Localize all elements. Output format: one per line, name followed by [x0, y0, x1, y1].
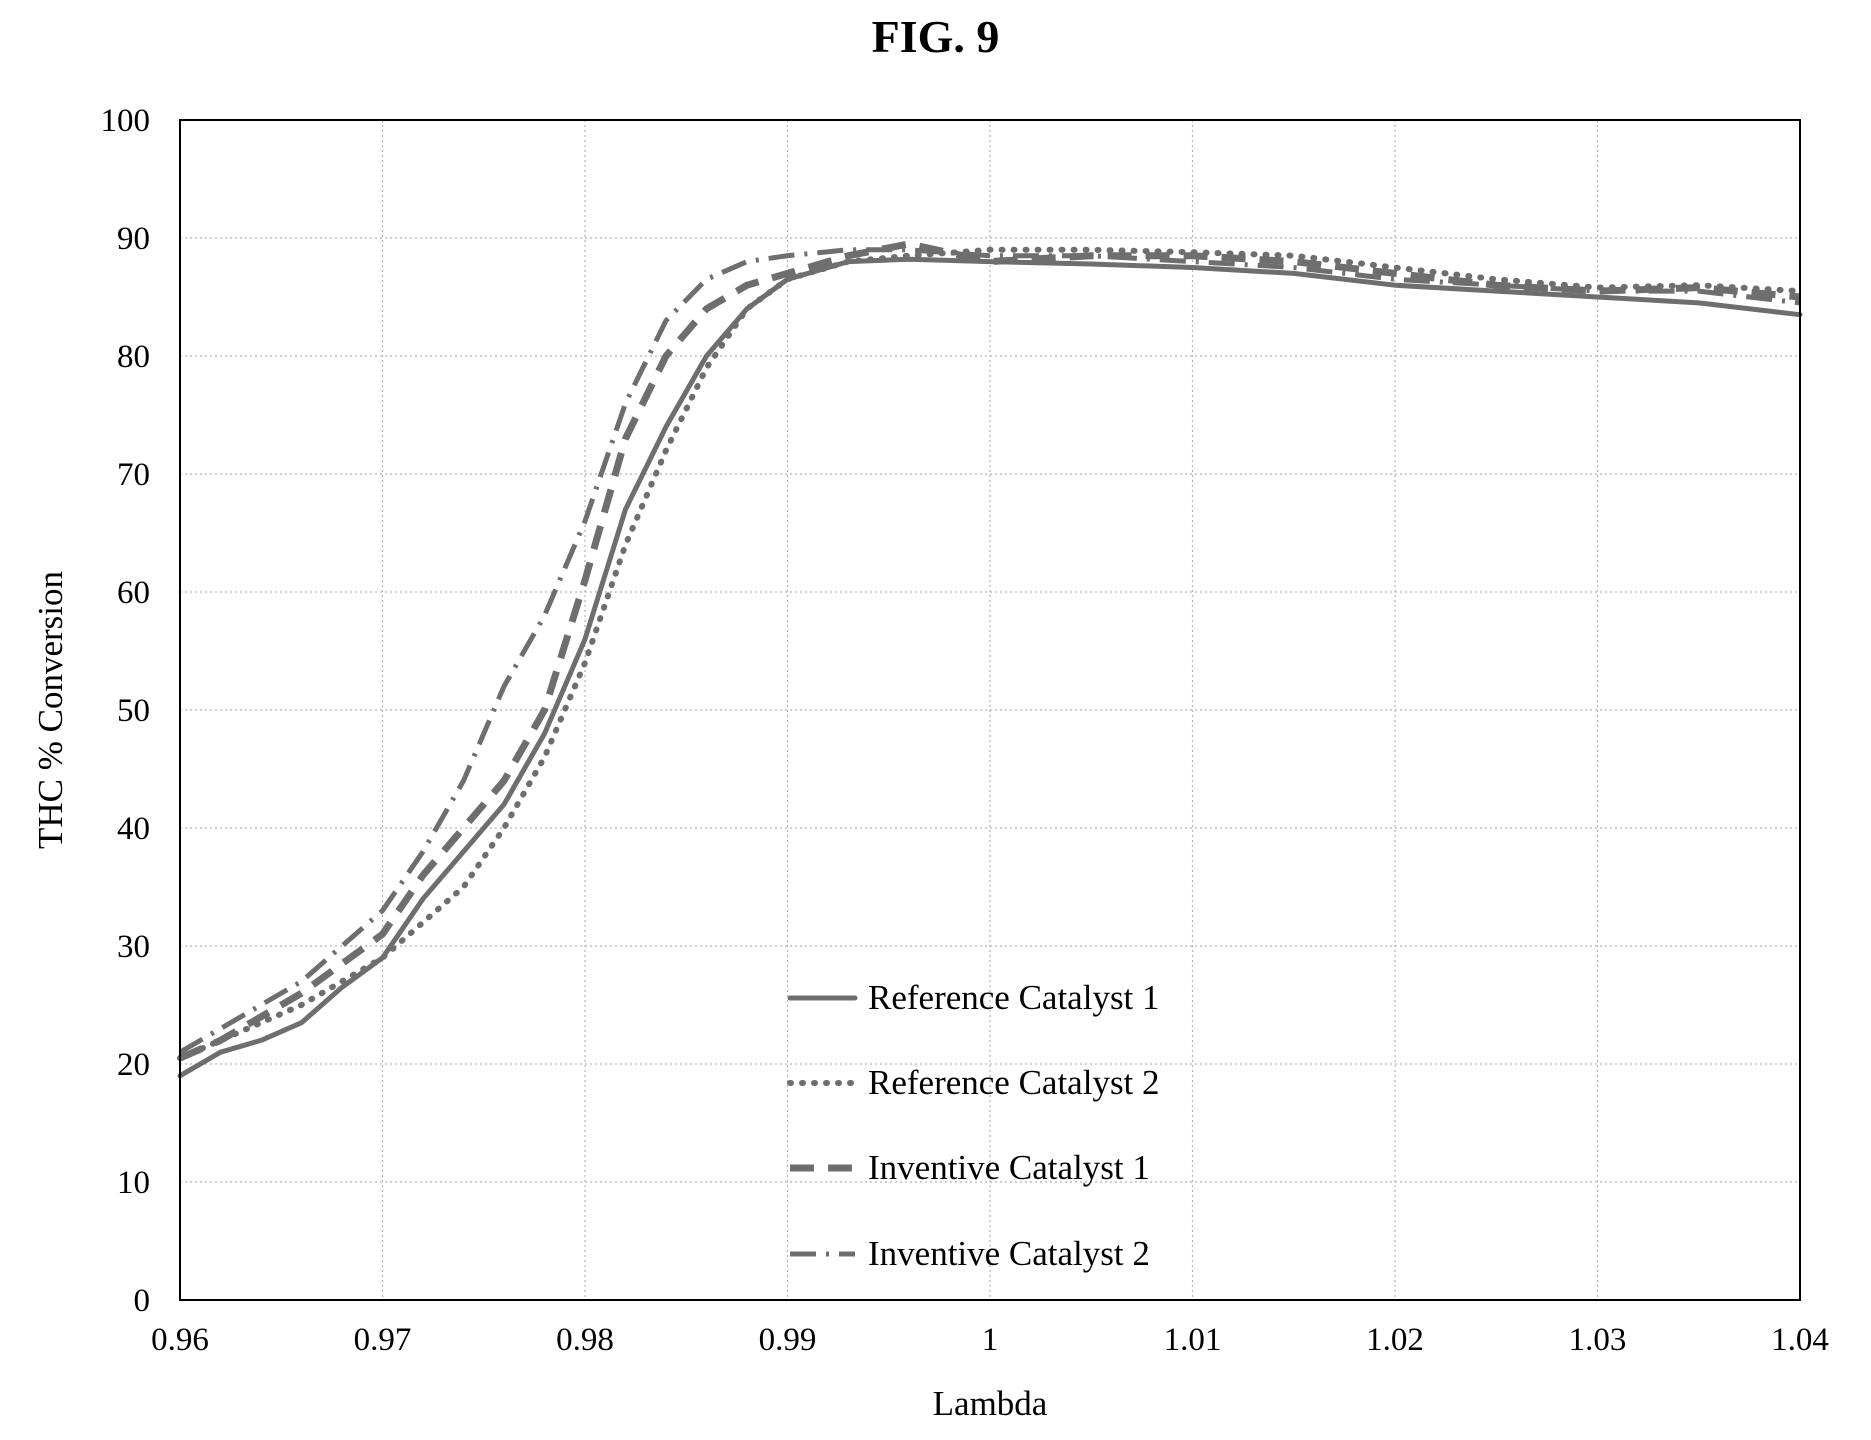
- legend: Reference Catalyst 1 Reference Catalyst 2…: [787, 978, 1160, 1273]
- x-tick-label: 1: [982, 1322, 999, 1358]
- x-tick-label: 1.01: [1164, 1322, 1222, 1358]
- y-tick-label: 0: [134, 1283, 151, 1319]
- gridlines: [179, 119, 1801, 1301]
- figure-title: FIG. 9: [871, 11, 1000, 62]
- legend-label-3: Inventive Catalyst 1: [868, 1148, 1150, 1187]
- y-axis-ticks: 0 10 20 30 40 50 60 70 80 90 100: [101, 103, 151, 1319]
- x-tick-label: 0.99: [759, 1322, 817, 1358]
- series-line-2: [177, 246, 1803, 1062]
- x-axis-ticks: 0.96 0.97 0.98 0.99 1 1.01 1.02 1.03 1.04: [151, 1322, 1829, 1358]
- y-tick-label: 100: [101, 103, 151, 139]
- x-axis-label: Lambda: [933, 1384, 1048, 1423]
- series-layer: [177, 240, 1803, 1079]
- x-tick-label: 1.04: [1771, 1322, 1829, 1358]
- x-tick-label: 0.98: [556, 1322, 614, 1358]
- y-tick-label: 90: [117, 221, 150, 257]
- series-line-4: [178, 247, 1801, 1055]
- y-tick-label: 70: [117, 457, 150, 493]
- y-tick-label: 20: [117, 1047, 150, 1083]
- y-tick-label: 30: [117, 929, 150, 965]
- y-tick-label: 50: [117, 693, 150, 729]
- series-line-1: [177, 256, 1803, 1079]
- plot-area-frame: [179, 119, 1801, 1301]
- x-tick-label: 1.03: [1569, 1322, 1627, 1358]
- legend-label-2: Reference Catalyst 2: [868, 1063, 1160, 1102]
- x-tick-label: 0.96: [151, 1322, 209, 1358]
- x-tick-label: 0.97: [354, 1322, 412, 1358]
- legend-label-1: Reference Catalyst 1: [868, 978, 1160, 1017]
- y-tick-label: 40: [117, 811, 150, 847]
- x-tick-label: 1.02: [1366, 1322, 1424, 1358]
- legend-label-4: Inventive Catalyst 2: [868, 1234, 1150, 1273]
- y-tick-label: 60: [117, 575, 150, 611]
- y-tick-label: 10: [117, 1165, 150, 1201]
- y-axis-label: THC % Conversion: [31, 571, 70, 849]
- y-tick-label: 80: [117, 339, 150, 375]
- series-line-3: [178, 240, 1801, 1062]
